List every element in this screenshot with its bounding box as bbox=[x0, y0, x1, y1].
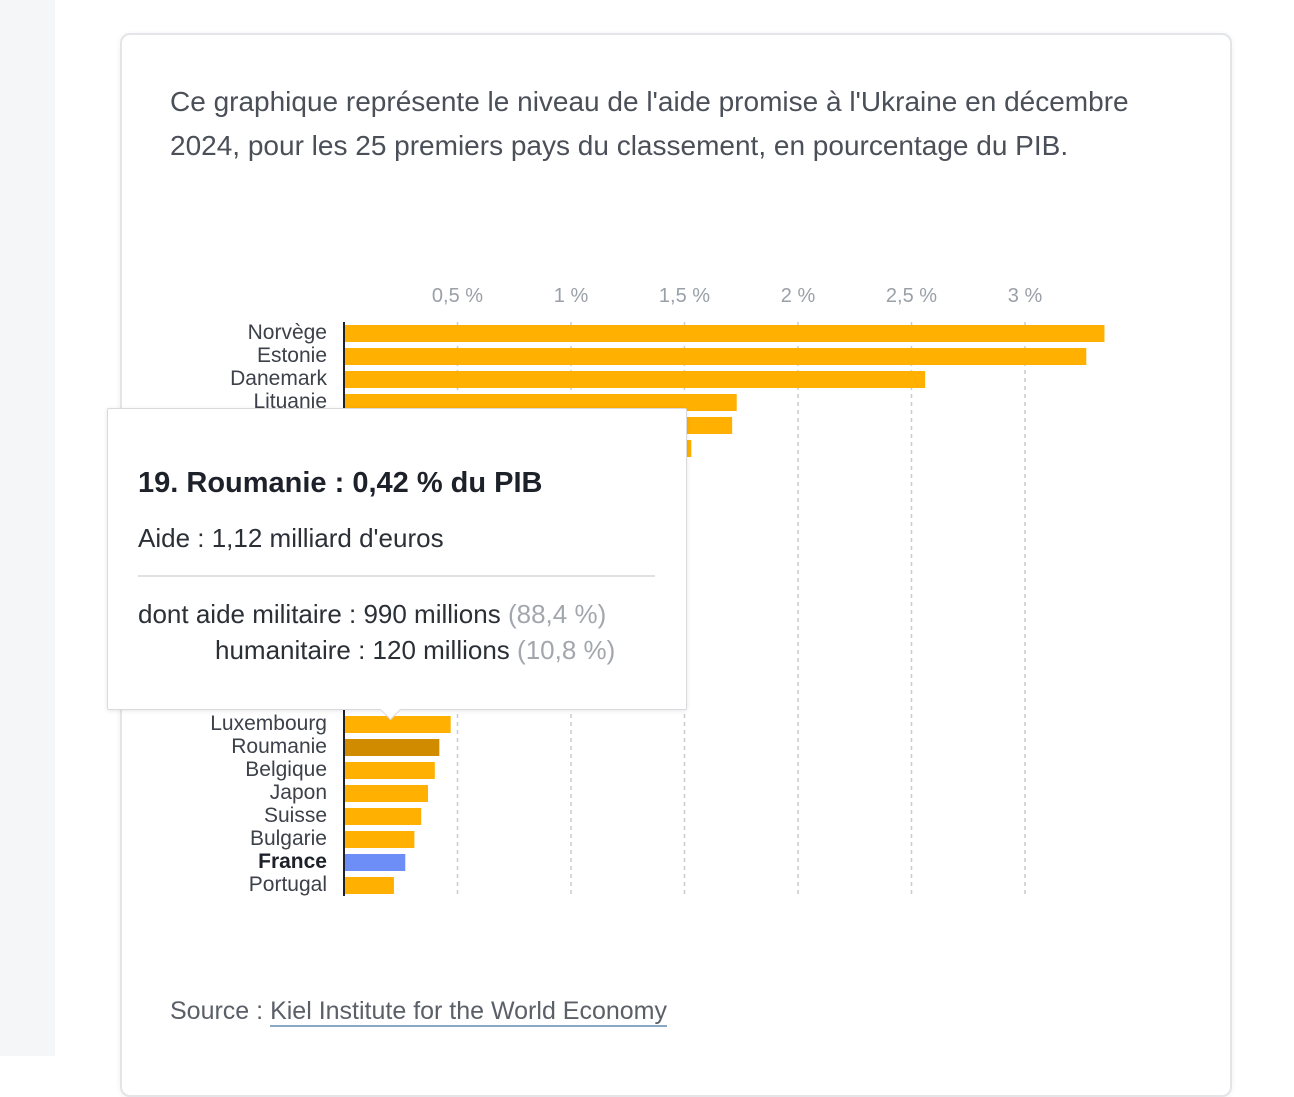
category-label: Norvège bbox=[248, 321, 327, 344]
bar[interactable] bbox=[344, 831, 415, 848]
bar[interactable] bbox=[344, 762, 435, 779]
chart-intro-text: Ce graphique représente le niveau de l'a… bbox=[170, 86, 1129, 161]
bar-france[interactable] bbox=[344, 854, 406, 871]
tooltip-military-row: dont aide militaire : 990 millions (88,4… bbox=[138, 599, 606, 630]
bar[interactable] bbox=[344, 877, 394, 894]
tooltip-aid: Aide : 1,12 milliard d'euros bbox=[138, 523, 444, 553]
x-tick-label: 1,5 % bbox=[659, 285, 710, 307]
source-line: Source : Kiel Institute for the World Ec… bbox=[170, 997, 667, 1027]
category-label: Estonie bbox=[257, 344, 327, 367]
bar[interactable] bbox=[344, 394, 737, 411]
x-tick-label: 2 % bbox=[781, 285, 816, 307]
category-label: France bbox=[258, 850, 327, 873]
bar[interactable] bbox=[344, 785, 428, 802]
chart-tooltip: 19. Roumanie : 0,42 % du PIB Aide : 1,12… bbox=[107, 408, 687, 721]
category-label: Luxembourg bbox=[210, 712, 327, 735]
bar[interactable] bbox=[344, 371, 926, 388]
x-tick-label: 2,5 % bbox=[886, 285, 937, 307]
bar[interactable] bbox=[344, 348, 1087, 365]
x-tick-label: 0,5 % bbox=[432, 285, 483, 307]
bar[interactable] bbox=[344, 808, 422, 825]
x-tick-label: 3 % bbox=[1008, 285, 1043, 307]
tooltip-humanitarian-label: humanitaire : 120 millions bbox=[215, 635, 510, 665]
category-label: Japon bbox=[270, 781, 327, 804]
page-left-strip bbox=[0, 0, 55, 1056]
tooltip-humanitarian-pct: (10,8 %) bbox=[517, 635, 616, 665]
bar-highlighted[interactable] bbox=[344, 739, 440, 756]
source-link[interactable]: Kiel Institute for the World Economy bbox=[270, 997, 667, 1027]
tooltip-military-label: dont aide militaire : 990 millions bbox=[138, 599, 501, 629]
x-tick-label: 1 % bbox=[554, 285, 589, 307]
category-label: Suisse bbox=[264, 804, 327, 827]
category-label: Portugal bbox=[249, 873, 327, 896]
category-label: Bulgarie bbox=[250, 827, 327, 850]
bar[interactable] bbox=[344, 716, 451, 733]
bar[interactable] bbox=[344, 325, 1105, 342]
category-label: Belgique bbox=[245, 758, 327, 781]
tooltip-humanitarian-row: humanitaire : 120 millions (10,8 %) bbox=[215, 635, 615, 666]
tooltip-divider bbox=[138, 575, 655, 577]
category-label: Roumanie bbox=[231, 735, 327, 758]
category-label: Danemark bbox=[230, 367, 327, 390]
tooltip-title: 19. Roumanie : 0,42 % du PIB bbox=[138, 467, 543, 499]
category-label: Lituanie bbox=[253, 390, 327, 413]
tooltip-military-pct: (88,4 %) bbox=[507, 599, 607, 629]
source-label: Source : bbox=[170, 997, 264, 1025]
